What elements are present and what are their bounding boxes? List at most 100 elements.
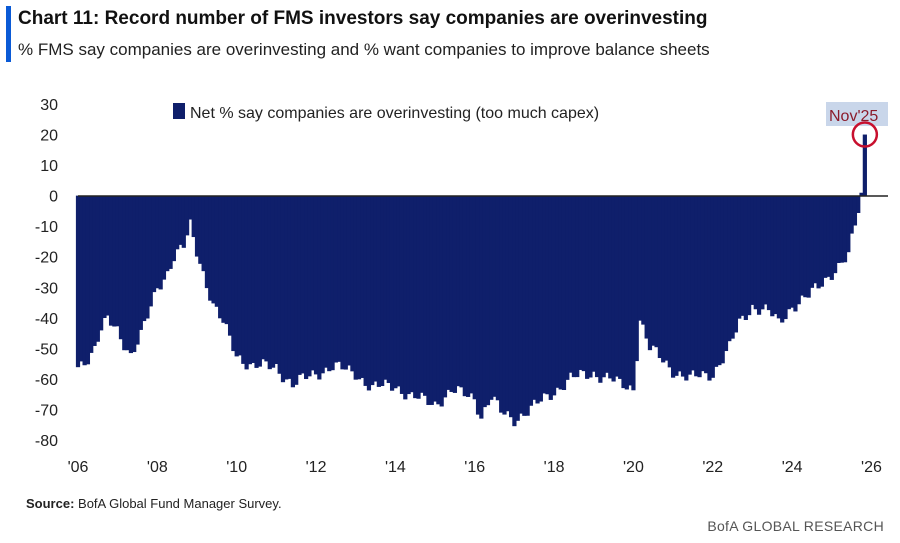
y-tick-label: -50 <box>35 341 58 358</box>
bar <box>568 195 573 373</box>
bar <box>687 195 692 375</box>
bar <box>446 195 451 390</box>
bar <box>796 195 801 305</box>
bar <box>376 195 381 387</box>
bar <box>806 195 811 298</box>
bar <box>512 195 517 427</box>
bar <box>545 195 550 395</box>
bar <box>809 195 815 288</box>
bar <box>320 195 325 374</box>
bar <box>75 195 81 368</box>
bar <box>224 195 229 325</box>
bar <box>346 195 352 366</box>
footer-brand: BofA GLOBAL RESEARCH <box>707 518 884 534</box>
bar <box>727 195 732 342</box>
bar <box>370 195 375 386</box>
bar <box>631 195 636 391</box>
x-tick-label: '22 <box>702 459 723 476</box>
bar <box>601 195 606 378</box>
bar <box>184 195 190 236</box>
bar <box>214 195 219 307</box>
bar <box>664 195 669 361</box>
y-tick-label: -40 <box>35 311 58 328</box>
bar <box>472 195 477 400</box>
bar <box>614 195 620 377</box>
bar <box>327 195 332 372</box>
bar <box>99 195 104 331</box>
bar <box>142 195 147 322</box>
bar <box>135 195 140 345</box>
bar <box>611 195 616 382</box>
bar <box>770 195 775 317</box>
bar <box>489 195 494 400</box>
y-tick-label: -80 <box>35 433 58 450</box>
bar <box>704 195 709 374</box>
bar <box>112 195 117 327</box>
bar <box>227 195 233 336</box>
source-label: Source: <box>26 496 75 511</box>
nov25-annotation: Nov'25 <box>826 102 888 148</box>
bar <box>832 195 838 274</box>
bar <box>624 195 629 390</box>
bar <box>270 195 276 368</box>
bar <box>499 195 504 413</box>
bar <box>304 195 309 380</box>
bar <box>449 195 454 392</box>
bar <box>343 195 348 370</box>
bar <box>740 195 745 316</box>
bar <box>482 195 487 408</box>
bar <box>502 195 507 415</box>
y-tick-label: 20 <box>40 128 58 145</box>
bar <box>717 195 722 366</box>
source-text: BofA Global Fund Manager Survey. <box>74 496 282 511</box>
bar <box>251 195 256 363</box>
bar <box>353 195 358 380</box>
bar <box>231 195 236 352</box>
bar <box>280 195 286 383</box>
y-tick-label: -30 <box>35 280 58 297</box>
bar <box>442 195 448 398</box>
bar <box>373 195 378 382</box>
bar <box>763 195 768 305</box>
bar <box>244 195 249 370</box>
bar <box>128 195 134 354</box>
bar <box>575 195 580 378</box>
bar <box>604 195 610 373</box>
bar <box>171 195 176 262</box>
bar <box>317 195 322 380</box>
bar <box>165 195 170 272</box>
bar <box>766 195 772 311</box>
bar <box>462 195 467 397</box>
bar <box>413 195 418 399</box>
bar <box>95 195 100 342</box>
bar <box>651 195 656 346</box>
bar <box>647 195 653 351</box>
bar <box>300 195 305 374</box>
bar <box>297 195 302 375</box>
bar <box>403 195 408 400</box>
bar <box>261 195 266 360</box>
bar <box>290 195 296 388</box>
bar <box>148 195 153 307</box>
bar <box>565 195 570 380</box>
bar <box>760 195 765 310</box>
bar <box>849 195 854 234</box>
bar <box>819 195 824 287</box>
bar <box>92 195 97 346</box>
bar <box>181 195 186 248</box>
bar <box>267 195 272 370</box>
bar <box>257 195 262 367</box>
y-tick-label: -10 <box>35 219 58 236</box>
bar <box>723 195 729 352</box>
bar <box>389 195 395 391</box>
bar <box>102 195 107 319</box>
bar <box>518 195 524 414</box>
x-tick-label: '10 <box>226 459 247 476</box>
bar <box>684 195 689 381</box>
bar <box>211 195 216 304</box>
bar <box>495 195 500 401</box>
bar <box>360 195 365 378</box>
x-tick-label: '18 <box>544 459 565 476</box>
bar <box>803 195 808 298</box>
